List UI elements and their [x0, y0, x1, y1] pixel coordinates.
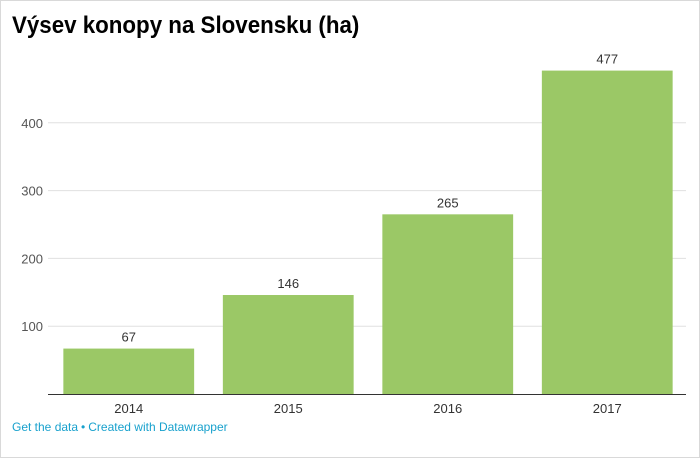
value-labels: 67 146 265 477	[122, 52, 619, 345]
bar-2014	[63, 348, 195, 394]
value-label-2016: 265	[437, 195, 459, 210]
value-label-2017: 477	[596, 52, 618, 67]
bar-2016	[382, 214, 514, 394]
value-label-2015: 146	[277, 276, 299, 291]
value-label-2014: 67	[122, 330, 136, 345]
chart-footer: Get the data • Created with Datawrapper	[12, 420, 228, 434]
y-tick-label: 100	[21, 319, 43, 334]
y-tick-label: 200	[21, 251, 43, 266]
chart-title: Výsev konopy na Slovensku (ha)	[12, 12, 360, 39]
x-tick-label-2016: 2016	[433, 401, 462, 416]
y-tick-label: 400	[21, 116, 43, 131]
bars	[63, 70, 673, 395]
bar-2015	[222, 295, 354, 394]
x-axis-ticks: 2014 2015 2016 2017	[114, 401, 621, 416]
x-tick-label-2017: 2017	[593, 401, 622, 416]
footer-separator: •	[81, 420, 86, 434]
bar-2017	[541, 70, 673, 395]
created-with-datawrapper-link[interactable]: Created with Datawrapper	[88, 420, 228, 434]
x-tick-label-2014: 2014	[114, 401, 143, 416]
y-tick-label: 300	[21, 184, 43, 199]
get-the-data-link[interactable]: Get the data	[12, 420, 79, 434]
x-tick-label-2015: 2015	[274, 401, 303, 416]
y-axis-ticks: 100 200 300 400	[21, 116, 43, 334]
